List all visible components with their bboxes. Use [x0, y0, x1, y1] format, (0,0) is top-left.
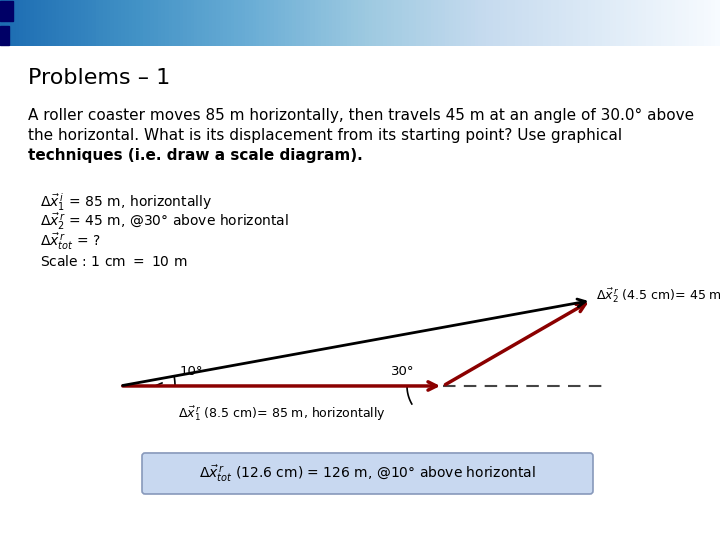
- Text: Scale : 1 cm $=$ 10 m: Scale : 1 cm $=$ 10 m: [40, 254, 187, 269]
- Text: $\Delta\vec{x}^{\,r}_{tot}$ = ?: $\Delta\vec{x}^{\,r}_{tot}$ = ?: [40, 231, 101, 252]
- Text: $\Delta\vec{x}^{\,r}_{tot}$ (12.6 cm) = 126 m, @10° above horizontal: $\Delta\vec{x}^{\,r}_{tot}$ (12.6 cm) = …: [199, 463, 536, 484]
- Text: 30°: 30°: [391, 366, 415, 379]
- Text: techniques (i.e. draw a scale diagram).: techniques (i.e. draw a scale diagram).: [28, 148, 363, 163]
- Text: A roller coaster moves 85 m horizontally, then travels 45 m at an angle of 30.0°: A roller coaster moves 85 m horizontally…: [28, 108, 694, 123]
- Text: the horizontal. What is its displacement from its starting point? Use graphical: the horizontal. What is its displacement…: [28, 128, 622, 143]
- Text: $\Delta\vec{x}^{\,r}_{2}$ (4.5 cm)= 45 m, @30°: $\Delta\vec{x}^{\,r}_{2}$ (4.5 cm)= 45 m…: [596, 287, 720, 306]
- FancyBboxPatch shape: [142, 453, 593, 494]
- Bar: [0, 2, 13, 21]
- Bar: [0, 26, 9, 45]
- Text: 10°: 10°: [180, 366, 204, 379]
- Text: $\Delta\vec{x}^{\,i}_{1}$ = 85 m, horizontally: $\Delta\vec{x}^{\,i}_{1}$ = 85 m, horizo…: [40, 191, 212, 213]
- Text: $\Delta\vec{x}^{\,r}_{1}$ (8.5 cm)= 85 m, horizontally: $\Delta\vec{x}^{\,r}_{1}$ (8.5 cm)= 85 m…: [178, 404, 385, 423]
- Text: $\Delta\vec{x}^{\,r}_{2}$ = 45 m, @30° above horizontal: $\Delta\vec{x}^{\,r}_{2}$ = 45 m, @30° a…: [40, 211, 289, 232]
- Text: Problems – 1: Problems – 1: [28, 68, 170, 88]
